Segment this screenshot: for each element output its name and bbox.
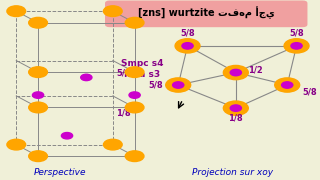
Circle shape	[223, 101, 248, 115]
Circle shape	[29, 151, 47, 161]
Text: 1/2: 1/2	[248, 65, 263, 74]
Circle shape	[29, 17, 47, 28]
Circle shape	[172, 82, 184, 88]
Circle shape	[223, 66, 248, 80]
Circle shape	[230, 69, 241, 76]
Circle shape	[129, 92, 140, 98]
Circle shape	[103, 6, 122, 17]
Circle shape	[125, 67, 144, 77]
Text: 5/8: 5/8	[289, 29, 304, 38]
Circle shape	[125, 17, 144, 28]
Circle shape	[7, 139, 26, 150]
Circle shape	[7, 6, 26, 17]
Circle shape	[291, 43, 302, 49]
Text: 1/8: 1/8	[228, 113, 243, 122]
Circle shape	[103, 139, 122, 150]
Text: 5/8: 5/8	[116, 68, 131, 77]
Circle shape	[175, 39, 200, 53]
Text: 1/8: 1/8	[116, 109, 131, 118]
Circle shape	[125, 102, 144, 113]
Circle shape	[29, 67, 47, 77]
Circle shape	[282, 82, 293, 88]
Circle shape	[275, 78, 300, 92]
Text: Perspective: Perspective	[34, 168, 86, 177]
Text: [zns] wurtzite تفهم أجي: [zns] wurtzite تفهم أجي	[138, 7, 275, 19]
Text: 5/8: 5/8	[303, 88, 317, 97]
Text: 5/8: 5/8	[180, 29, 195, 38]
Circle shape	[284, 39, 309, 53]
Circle shape	[81, 74, 92, 81]
Text: Projection sur xoy: Projection sur xoy	[192, 168, 273, 177]
Circle shape	[230, 105, 241, 111]
FancyBboxPatch shape	[105, 1, 308, 27]
Circle shape	[61, 132, 73, 139]
Circle shape	[32, 92, 44, 98]
Text: 5/8: 5/8	[148, 80, 163, 89]
Circle shape	[29, 102, 47, 113]
Circle shape	[125, 151, 144, 161]
Circle shape	[182, 43, 193, 49]
Circle shape	[166, 78, 191, 92]
Text: Smpc s4
Insa s3: Smpc s4 Insa s3	[121, 59, 164, 79]
